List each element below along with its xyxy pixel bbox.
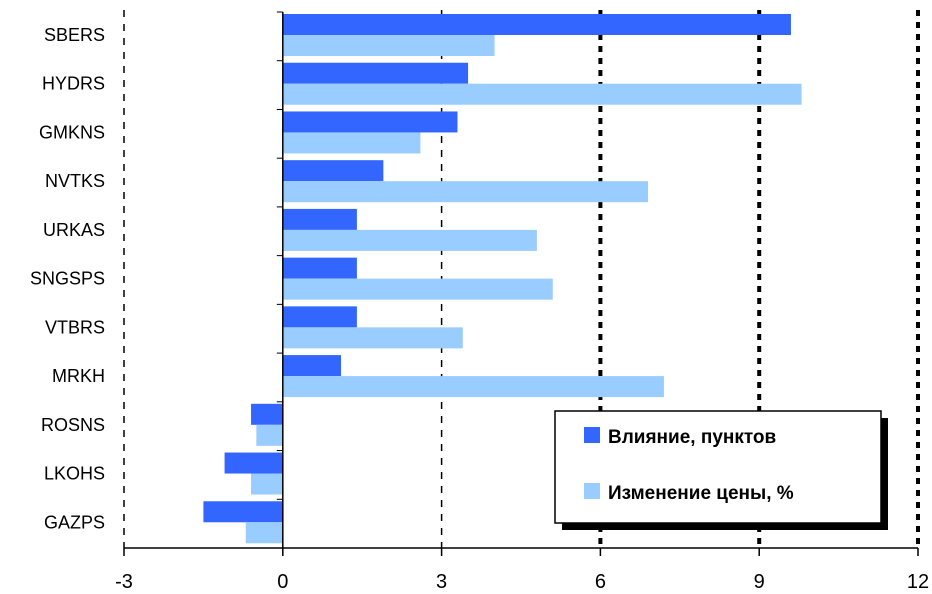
bar-mrkh-series-0: [282, 355, 342, 377]
category-label-gazps: GAZPS: [44, 512, 105, 532]
bar-mrkh-series-1: [282, 376, 664, 398]
bar-vtbrs-series-1: [282, 327, 463, 349]
bar-gmkns-series-0: [282, 111, 458, 133]
x-tick-label-2: 3: [436, 571, 447, 593]
category-label-hydrs: HYDRS: [42, 74, 105, 94]
axes: [123, 11, 919, 556]
bar-sbers-series-0: [282, 14, 791, 35]
x-tick-label-3: 6: [595, 571, 606, 593]
bar-rosns-series-1: [256, 424, 283, 446]
bar-rosns-series-0: [251, 403, 283, 425]
bar-hydrs-series-0: [282, 62, 469, 84]
bar-hydrs-series-1: [282, 83, 802, 105]
category-label-vtbrs: VTBRS: [45, 317, 105, 337]
category-label-urkas: URKAS: [43, 220, 105, 240]
bar-nvtks-series-1: [282, 181, 649, 203]
legend: Влияние, пунктов Изменение цены, %: [554, 410, 888, 530]
bar-sbers-series-1: [282, 35, 495, 56]
category-label-gmkns: GMKNS: [39, 122, 105, 142]
x-tick-label-0: -3: [115, 571, 133, 593]
legend-swatch-price-change: [584, 483, 600, 499]
legend-swatch-impact: [584, 427, 600, 443]
bar-gazps-series-0: [203, 501, 283, 523]
category-label-sngsps: SNGSPS: [30, 269, 105, 289]
bar-urkas-series-1: [282, 229, 537, 251]
category-label-rosns: ROSNS: [41, 415, 105, 435]
legend-label-impact: Влияние, пунктов: [608, 427, 776, 448]
bar-sngsps-series-1: [282, 278, 553, 300]
bars: [203, 14, 802, 544]
bar-vtbrs-series-0: [282, 306, 357, 328]
bar-lkohs-series-1: [251, 473, 283, 495]
bar-sngsps-series-0: [282, 257, 357, 279]
category-labels: SBERS HYDRS GMKNS NVTKS URKAS SNGSPS VTBRS MRKH…: [30, 25, 105, 532]
category-label-mrkh: MRKH: [52, 366, 105, 386]
bar-gazps-series-1: [245, 522, 283, 544]
legend-box: [554, 410, 882, 524]
bar-nvtks-series-0: [282, 160, 384, 182]
x-tick-label-5: 12: [907, 571, 929, 593]
category-label-nvtks: NVTKS: [45, 171, 105, 191]
bar-urkas-series-0: [282, 208, 357, 230]
category-label-sbers: SBERS: [44, 25, 105, 45]
bar-gmkns-series-1: [282, 132, 421, 154]
x-tick-label-4: 9: [754, 571, 765, 593]
category-label-lkohs: LKOHS: [44, 464, 105, 484]
bar-lkohs-series-0: [224, 452, 283, 474]
x-tick-labels: -3 0 3 6 9 12: [115, 571, 929, 593]
legend-label-price-change: Изменение цены, %: [608, 483, 794, 504]
x-tick-label-1: 0: [277, 571, 288, 593]
